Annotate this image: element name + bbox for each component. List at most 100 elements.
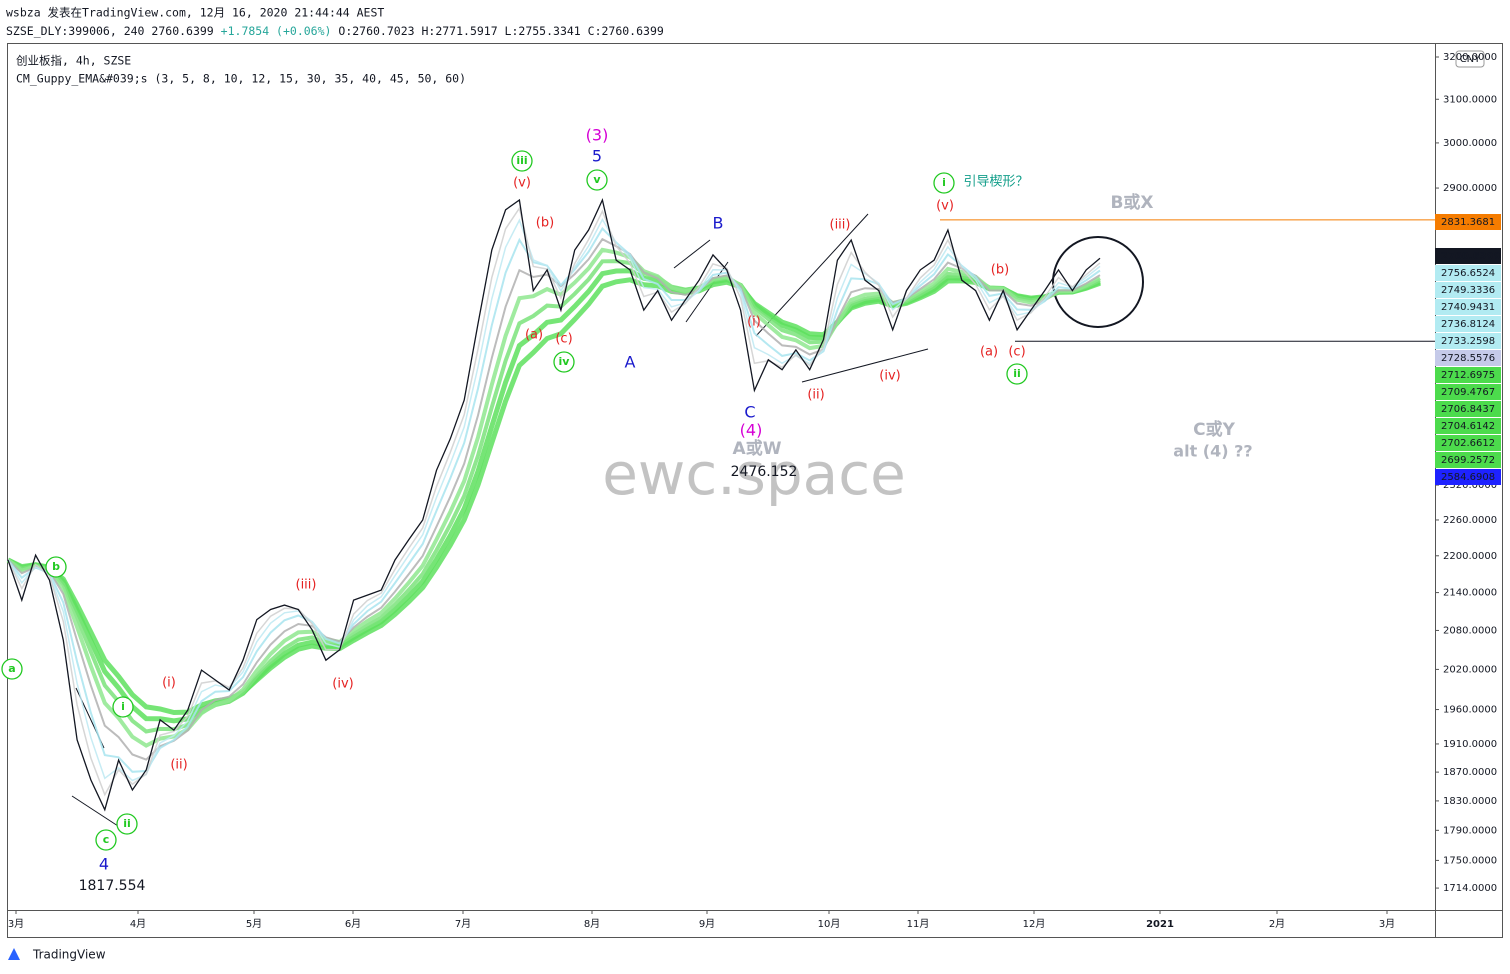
price-tag-label: 2756.6524	[1441, 268, 1495, 279]
wave-label: (4)	[740, 421, 763, 440]
price-tag	[1435, 435, 1501, 451]
wave-label: (b)	[536, 216, 554, 231]
price-tag-label: 2831.3681	[1441, 217, 1495, 228]
wave-label: iii	[516, 154, 527, 167]
y-tick-label: 1830.0000	[1443, 796, 1497, 807]
ohlc: O:2760.7023 H:2771.5917 L:2755.3341 C:27…	[338, 24, 663, 38]
wave-label: v	[593, 173, 601, 186]
price-tag-label: 2760.6399	[1441, 251, 1501, 262]
wave-label: iv	[559, 355, 571, 368]
price-tag-label: 2728.5576	[1441, 353, 1495, 364]
currency-badge	[1455, 50, 1485, 68]
x-tick-label: 4月	[130, 918, 146, 930]
price-tag-label: 2749.3336	[1441, 285, 1495, 296]
wave-circle	[116, 813, 138, 835]
y-tick-label: 2080.0000	[1443, 625, 1497, 636]
y-tick-label: 1750.0000	[1443, 855, 1497, 866]
y-tick-label: 2140.0000	[1443, 588, 1497, 599]
ema-line	[7, 237, 1101, 761]
currency: CNY	[1460, 54, 1481, 65]
y-tick-label: 2320.0000	[1443, 480, 1497, 491]
price-tag	[1435, 418, 1501, 434]
price-tag-label: 2740.9431	[1441, 302, 1495, 313]
symbol: SZSE_DLY:399006, 240	[6, 24, 145, 38]
y-tick-label: 1870.0000	[1443, 767, 1497, 778]
x-tick-label: 12月	[1023, 918, 1046, 930]
wedge-line	[801, 348, 929, 383]
wave-circle	[112, 696, 134, 718]
wave-circle	[511, 150, 533, 172]
wave-label: A或W	[733, 438, 782, 459]
price-tag-label: 2702.6612	[1441, 438, 1495, 449]
wave-label: B或X	[1110, 192, 1153, 213]
wave-label: b	[52, 560, 60, 573]
wave-label: (i)	[747, 315, 761, 330]
y-tick-label: 2020.0000	[1443, 664, 1497, 675]
legend-indicator: CM_Guppy_EMA&#039;s (3, 5, 8, 10, 12, 15…	[16, 72, 466, 86]
x-tick-label: 11月	[907, 918, 930, 930]
wave-label: (ii)	[170, 758, 187, 773]
price-tag	[1435, 350, 1501, 366]
wave-label: (3)	[586, 126, 609, 145]
wave-label: 4	[99, 855, 109, 874]
wave-label: ii	[1013, 367, 1021, 380]
price-tag-label: 2706.8437	[1441, 404, 1495, 415]
change: +1.7854 (+0.06%)	[221, 24, 332, 38]
wave-label: (iv)	[332, 677, 353, 692]
byline: wsbza 发表在TradingView.com, 12月 16, 2020 2…	[6, 6, 384, 20]
x-tick-label: 3月	[8, 918, 24, 930]
price-tag-label: 2736.8124	[1441, 319, 1495, 330]
legend-symbol: 创业板指, 4h, SZSE	[16, 54, 131, 68]
wave-label: A	[625, 353, 636, 372]
y-tick-label: 1714.0000	[1443, 883, 1497, 894]
y-tick-label: 3100.0000	[1443, 94, 1497, 105]
y-tick-label: 2260.0000	[1443, 515, 1497, 526]
wave-label: B	[713, 214, 724, 233]
wave-label: (a)	[980, 345, 998, 360]
price-tag	[1435, 248, 1501, 264]
x-tick-label: 8月	[584, 918, 600, 930]
wave-label: alt (4) ??	[1173, 442, 1252, 461]
wave-label: (a)	[525, 328, 543, 343]
wave-label: (v)	[513, 176, 531, 191]
price-tag	[1435, 384, 1501, 400]
last: 2760.6399	[151, 24, 213, 38]
wave-label: (c)	[555, 332, 572, 347]
chart-frame	[7, 43, 1503, 938]
wave-circle	[553, 351, 575, 373]
price-tag	[1435, 316, 1501, 332]
x-tick-label: 3月	[1379, 918, 1395, 930]
price-tag-label: 2712.6975	[1441, 370, 1495, 381]
price-tag	[1435, 452, 1501, 468]
price-line	[7, 197, 1101, 812]
wave-circle	[95, 829, 117, 851]
wave-label: C	[744, 403, 755, 422]
price-tag	[1435, 214, 1501, 230]
wave-circle	[45, 556, 67, 578]
ema-line	[7, 217, 1101, 782]
wave-label: i	[942, 176, 946, 189]
y-tick-label: 3000.0000	[1443, 138, 1497, 149]
price-tag	[1435, 299, 1501, 315]
x-tick-label: 5月	[246, 918, 262, 930]
wave-circle	[586, 169, 608, 191]
y-tick-label: 3200.0000	[1443, 52, 1497, 63]
wave-label: (ii)	[807, 388, 824, 403]
wave-label: (iii)	[830, 218, 851, 233]
y-tick-label: 2200.0000	[1443, 551, 1497, 562]
price-tag	[1435, 333, 1501, 349]
wave-circle	[1, 658, 23, 680]
x-tick-label: 2月	[1269, 918, 1285, 930]
ema-line	[7, 206, 1101, 797]
price-tag-label: 2584.6908	[1441, 472, 1495, 483]
x-tick-label: 10月	[818, 918, 841, 930]
wave-label: (i)	[162, 676, 176, 691]
y-tick-label: 1960.0000	[1443, 705, 1497, 716]
highlight-circle	[1052, 236, 1144, 328]
x-tick-label: 7月	[455, 918, 471, 930]
y-tick-label: 1790.0000	[1443, 825, 1497, 836]
trend-line	[71, 795, 119, 827]
trend-line	[685, 261, 729, 323]
